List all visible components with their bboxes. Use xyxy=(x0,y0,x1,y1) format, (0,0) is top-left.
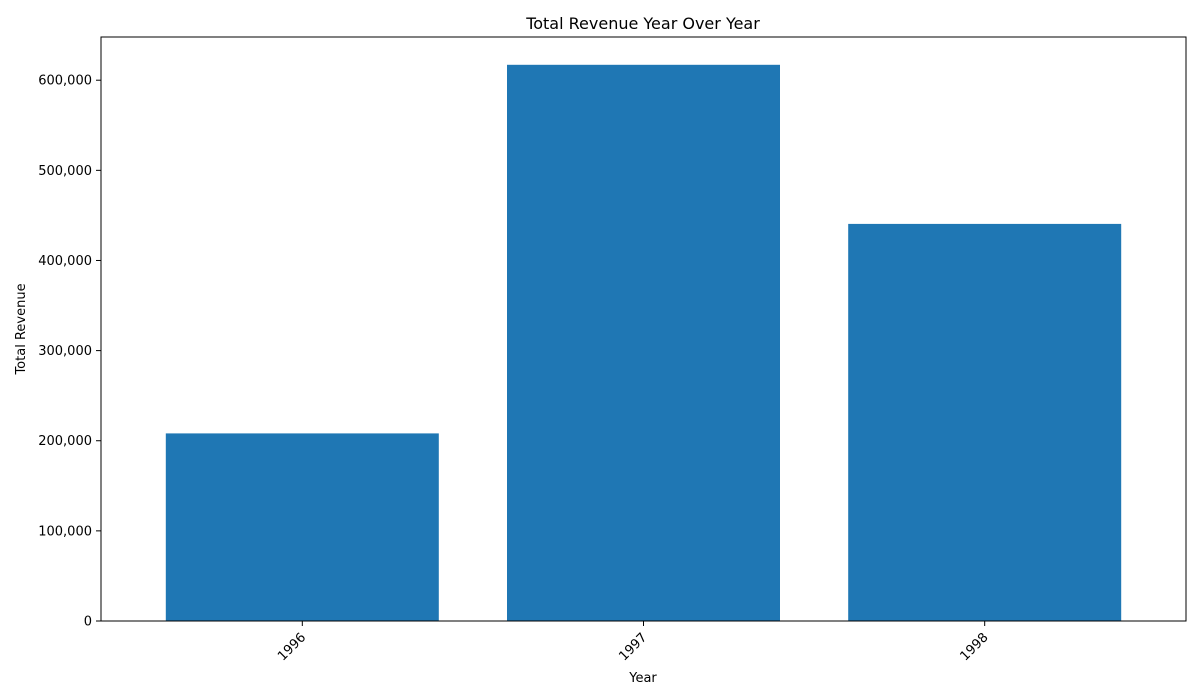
y-tick-label-100000: 100,000 xyxy=(38,524,92,539)
y-tick-label-600000: 600,000 xyxy=(38,74,92,89)
bars-group xyxy=(165,64,1122,622)
chart-title: Total Revenue Year Over Year xyxy=(525,14,760,33)
y-axis: 0 100,000 200,000 300,000 400,000 500,000 600,… xyxy=(38,74,101,630)
bar-1996 xyxy=(165,433,439,621)
x-axis-label: Year xyxy=(628,671,657,686)
y-tick-label-500000: 500,000 xyxy=(38,164,92,179)
y-tick-label-400000: 400,000 xyxy=(38,254,92,269)
x-tick-label-1997: 1997 xyxy=(616,630,650,664)
bar-1998 xyxy=(848,223,1122,621)
y-tick-label-300000: 300,000 xyxy=(38,344,92,359)
y-axis-label: Total Revenue xyxy=(14,283,29,375)
plot-frame xyxy=(100,36,1187,622)
bar-1997 xyxy=(507,64,780,622)
y-tick-label-200000: 200,000 xyxy=(38,434,92,449)
x-axis: 1996 1997 1998 xyxy=(275,621,992,664)
x-tick-label-1998: 1998 xyxy=(958,630,992,664)
y-tick-label-0: 0 xyxy=(84,615,92,630)
x-tick-label-1996: 1996 xyxy=(275,630,309,664)
